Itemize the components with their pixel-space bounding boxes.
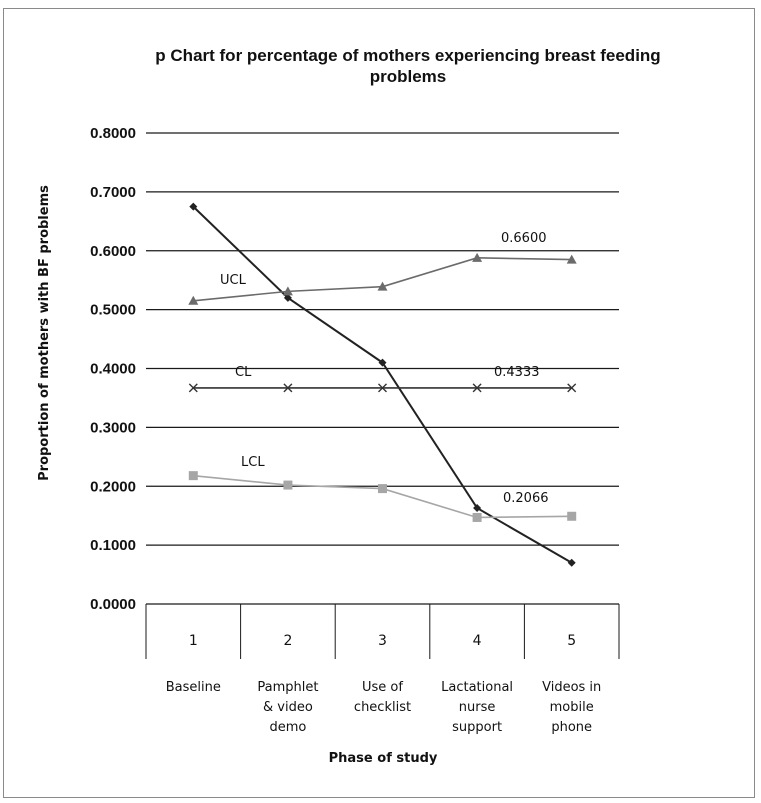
data-point-square <box>472 512 482 522</box>
data-point-diamond <box>567 558 576 567</box>
annotations: UCL 0.6600 CL 0.4333 LCL 0.2066 <box>220 231 549 506</box>
annotation-lcl-value: 0.2066 <box>503 491 549 506</box>
y-tick-label: 0.1000 <box>90 537 136 554</box>
y-tick-label: 0.8000 <box>90 125 136 142</box>
data-series <box>188 202 577 567</box>
data-point-x <box>378 383 387 393</box>
data-point-square <box>567 511 577 521</box>
category-label: nurse <box>459 700 496 715</box>
data-point-x-stroke <box>472 383 482 393</box>
annotation-cl: CL <box>235 365 252 380</box>
y-axis-label: Proportion of mothers with BF problems <box>37 185 52 481</box>
x-tick-label: 1 <box>189 633 198 649</box>
data-point-x <box>567 383 577 393</box>
data-point-square <box>283 480 293 490</box>
y-tick-label: 0.2000 <box>90 478 136 495</box>
series-line <box>192 205 573 564</box>
category-label: Baseline <box>166 680 221 695</box>
category-label: demo <box>269 720 306 735</box>
y-tick-label: 0.7000 <box>90 184 136 201</box>
chart-title-line-1: p Chart for percentage of mothers experi… <box>155 46 660 65</box>
data-point-triangle <box>282 286 293 296</box>
y-tick-label: 0.5000 <box>90 302 136 319</box>
category-label: phone <box>551 720 592 735</box>
data-point-diamond <box>189 202 198 211</box>
annotation-ucl-value: 0.6600 <box>501 231 547 246</box>
category-label: Lactational <box>441 680 513 695</box>
annotation-ucl: UCL <box>220 273 247 288</box>
x-axis-label: Phase of study <box>329 751 438 766</box>
x-tick-label: 5 <box>567 633 576 649</box>
p-chart: p Chart for percentage of mothers experi… <box>37 46 661 766</box>
y-tick-label: 0.0000 <box>90 596 136 613</box>
data-point-diamond <box>378 358 387 367</box>
data-point-x-stroke <box>188 383 198 393</box>
data-point-triangle <box>472 252 483 262</box>
data-point-x-stroke <box>567 383 577 393</box>
data-point-triangle <box>377 281 388 291</box>
data-point-square <box>188 471 198 481</box>
category-label: mobile <box>550 700 594 715</box>
data-point-diamond <box>283 293 292 302</box>
y-tick-label: 0.3000 <box>90 419 136 436</box>
y-tick-label: 0.6000 <box>90 243 136 260</box>
category-label: Pamphlet <box>257 680 318 695</box>
series-line <box>193 257 572 302</box>
annotation-cl-value: 0.4333 <box>494 365 540 380</box>
category-label: Videos in <box>542 680 601 695</box>
chart-frame: p Chart for percentage of mothers experi… <box>3 8 755 798</box>
data-point-triangle <box>566 254 577 264</box>
x-tick-label: 2 <box>283 633 292 649</box>
category-label: & video <box>263 700 313 715</box>
data-point-x-stroke <box>378 383 387 393</box>
data-point-x <box>283 383 293 393</box>
chart-title-line-2: problems <box>370 67 447 86</box>
y-tick-label: 0.4000 <box>90 361 136 378</box>
annotation-lcl: LCL <box>241 455 265 470</box>
axes: 0.0000 0.1000 0.2000 0.3000 0.4000 0.5000 0.60… <box>90 125 620 735</box>
data-point-x <box>188 383 198 393</box>
data-point-square <box>378 484 387 494</box>
category-label: checklist <box>354 700 411 715</box>
x-tick-label: 4 <box>473 633 482 649</box>
x-tick-label: 3 <box>378 633 387 649</box>
data-point-x-stroke <box>283 383 293 393</box>
category-label: support <box>452 720 502 735</box>
data-point-x <box>472 383 482 393</box>
data-point-triangle <box>188 295 199 305</box>
gridlines <box>146 132 619 605</box>
data-point-diamond <box>473 504 482 513</box>
category-label: Use of <box>362 680 403 695</box>
